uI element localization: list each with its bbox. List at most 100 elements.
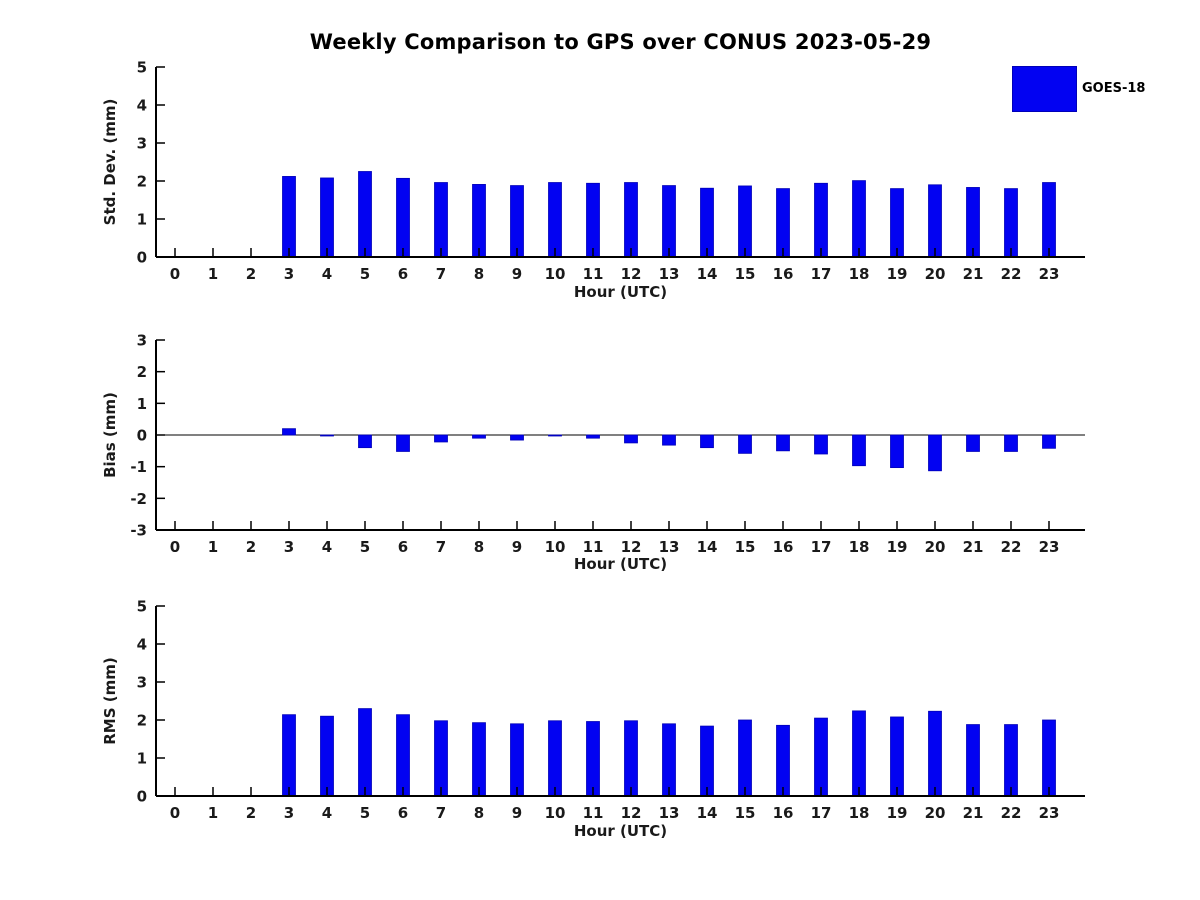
x-tick-label: 21: [963, 538, 984, 556]
x-tick-label: 15: [735, 538, 756, 556]
bias-bar-hour-11: [586, 434, 600, 439]
x-tick-label: 4: [322, 265, 332, 283]
std_dev-bar-hour-6: [396, 177, 410, 258]
x-tick-label: 5: [360, 538, 370, 556]
std_dev-bar-hour-13: [662, 185, 676, 258]
y-tick-label: -2: [130, 490, 147, 508]
bias-bar-hour-21: [966, 434, 980, 452]
rms-bar-hour-23: [1042, 719, 1056, 797]
std_dev-bar-hour-7: [434, 182, 448, 258]
x-tick-label: 4: [322, 804, 332, 822]
x-tick-label: 20: [925, 538, 946, 556]
x-tick-label: 12: [621, 538, 642, 556]
rms-bar-hour-22: [1004, 724, 1018, 797]
rms-bar-hour-13: [662, 723, 676, 797]
x-tick-label: 7: [436, 538, 446, 556]
rms-bar-hour-9: [510, 723, 524, 797]
x-tick-label: 11: [583, 538, 604, 556]
x-tick-label: 3: [284, 538, 294, 556]
y-tick-label: 1: [137, 750, 147, 768]
y-tick-label: 4: [137, 97, 147, 115]
bias-bar-hour-3: [282, 428, 296, 436]
x-tick-label: 6: [398, 804, 408, 822]
stddev-y-axis-label: Std. Dev. (mm): [101, 98, 119, 226]
stddev-x-axis-label: Hour (UTC): [573, 283, 668, 301]
x-tick-label: 19: [887, 804, 908, 822]
x-tick-label: 0: [170, 804, 180, 822]
x-tick-label: 11: [583, 804, 604, 822]
y-tick-label: 1: [137, 395, 147, 413]
x-tick-label: 13: [659, 538, 680, 556]
x-tick-label: 10: [545, 804, 566, 822]
std_dev-bar-hour-17: [814, 182, 828, 258]
x-tick-label: 17: [811, 804, 832, 822]
y-tick-label: 2: [137, 712, 147, 730]
x-tick-label: 3: [284, 265, 294, 283]
x-tick-label: 18: [849, 538, 870, 556]
bias-bar-hour-18: [852, 434, 866, 467]
bias-y-axis-label: Bias (mm): [101, 392, 119, 478]
x-tick-label: 17: [811, 265, 832, 283]
bias-bar-hour-17: [814, 434, 828, 455]
std_dev-bar-hour-16: [776, 188, 790, 258]
x-tick-label: 18: [849, 265, 870, 283]
x-tick-label: 19: [887, 265, 908, 283]
std_dev-bar-hour-11: [586, 182, 600, 258]
y-tick-label: 0: [137, 788, 147, 806]
y-tick-label: 2: [137, 363, 147, 381]
bias-bar-hour-12: [624, 434, 638, 444]
x-tick-label: 15: [735, 804, 756, 822]
x-tick-label: 10: [545, 265, 566, 283]
std_dev-bar-hour-18: [852, 180, 866, 258]
x-tick-label: 23: [1039, 265, 1060, 283]
x-tick-label: 12: [621, 265, 642, 283]
x-tick-label: 23: [1039, 538, 1060, 556]
x-tick-label: 4: [322, 538, 332, 556]
rms-bar-hour-7: [434, 720, 448, 797]
y-tick-label: 0: [137, 427, 147, 445]
x-tick-label: 5: [360, 265, 370, 283]
std_dev-bar-hour-20: [928, 184, 942, 258]
std_dev-bar-hour-22: [1004, 188, 1018, 258]
std_dev-bar-hour-21: [966, 187, 980, 258]
rms-bar-hour-15: [738, 719, 752, 797]
bias-bar-hour-7: [434, 434, 448, 443]
rms-bars: [282, 708, 1056, 797]
y-tick-label: 3: [137, 674, 147, 692]
legend-series-label: GOES-18: [1082, 81, 1146, 96]
bias-bar-hour-6: [396, 434, 410, 452]
rms-bar-hour-6: [396, 714, 410, 797]
rms-bar-hour-18: [852, 710, 866, 797]
x-tick-label: 22: [1001, 804, 1022, 822]
bias-bar-hour-14: [700, 434, 714, 449]
x-tick-label: 1: [208, 538, 218, 556]
x-tick-label: 20: [925, 804, 946, 822]
x-tick-label: 0: [170, 538, 180, 556]
x-tick-label: 10: [545, 538, 566, 556]
x-tick-label: 1: [208, 804, 218, 822]
legend-color-swatch: [1012, 66, 1077, 112]
x-tick-label: 13: [659, 804, 680, 822]
x-tick-label: 0: [170, 265, 180, 283]
bias-bar-hour-8: [472, 434, 486, 439]
y-tick-label: 1: [137, 211, 147, 229]
x-tick-label: 1: [208, 265, 218, 283]
bias-bar-hour-5: [358, 434, 372, 449]
std_dev-bar-hour-8: [472, 184, 486, 258]
rms-x-axis-label: Hour (UTC): [573, 822, 668, 840]
x-tick-label: 8: [474, 804, 484, 822]
rms-bar-hour-10: [548, 720, 562, 797]
bias-bar-hour-10: [548, 434, 562, 437]
rms-bar-hour-4: [320, 715, 334, 797]
x-tick-label: 18: [849, 804, 870, 822]
x-tick-label: 5: [360, 804, 370, 822]
x-tick-label: 9: [512, 538, 522, 556]
x-tick-label: 16: [773, 538, 794, 556]
x-tick-label: 13: [659, 265, 680, 283]
